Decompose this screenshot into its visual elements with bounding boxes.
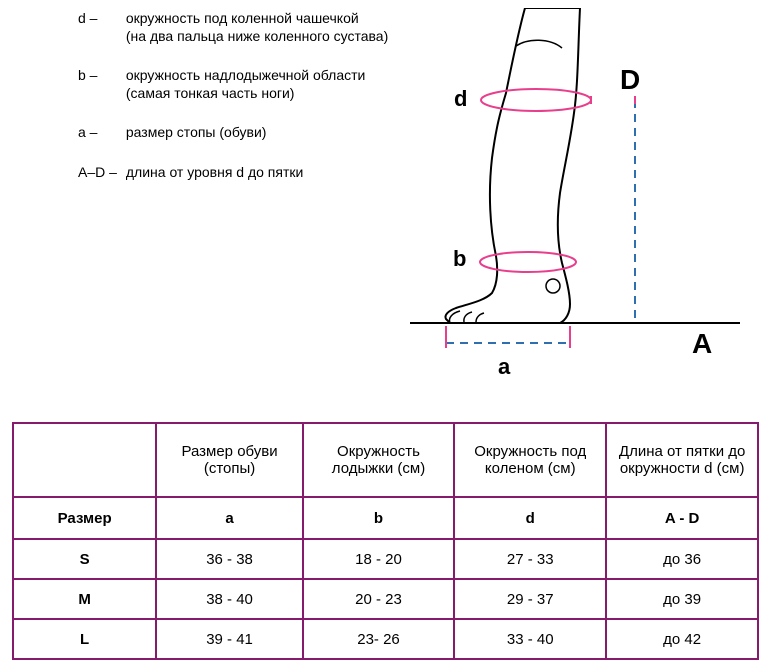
table-header-shoe: Размер обуви (стопы) (156, 423, 303, 497)
code-b: b (303, 497, 454, 539)
definition-main-text: длина от уровня d до пятки (126, 164, 303, 180)
row-S-b: 18 - 20 (303, 539, 454, 579)
table-row: L 39 - 41 23- 26 33 - 40 до 42 (13, 619, 758, 659)
row-S-d: 27 - 33 (454, 539, 606, 579)
code-d: d (454, 497, 606, 539)
row-L-a: 39 - 41 (156, 619, 303, 659)
diagram-label-D: D (620, 64, 640, 96)
code-AD: A - D (606, 497, 758, 539)
definition-label: b – (78, 67, 122, 85)
table-header-ankle: Окружность лодыжки (см) (303, 423, 454, 497)
table-header-length: Длина от пятки до окружности d (см) (606, 423, 758, 497)
definition-main-text: окружность под коленной чашечкой (126, 10, 359, 26)
diagram-label-d: d (454, 86, 467, 112)
table-row: S 36 - 38 18 - 20 27 - 33 до 36 (13, 539, 758, 579)
row-M-AD: до 39 (606, 579, 758, 619)
definition-main-text: окружность надлодыжечной области (126, 67, 365, 83)
definition-label: a – (78, 124, 122, 142)
leg-outline (445, 8, 580, 323)
row-size-L: L (13, 619, 156, 659)
table-row: M 38 - 40 20 - 23 29 - 37 до 39 (13, 579, 758, 619)
row-S-a: 36 - 38 (156, 539, 303, 579)
row-S-AD: до 36 (606, 539, 758, 579)
diagram-label-A: A (692, 328, 712, 360)
diagram-label-a: a (498, 354, 510, 380)
code-a: a (156, 497, 303, 539)
page-root: d – окружность под коленной чашечкой (на… (0, 0, 771, 666)
row-M-b: 20 - 23 (303, 579, 454, 619)
ankle-bone (546, 279, 560, 293)
row-L-AD: до 42 (606, 619, 758, 659)
size-table: Размер обуви (стопы) Окружность лодыжки … (12, 422, 759, 660)
definition-text: окружность надлодыжечной области (самая … (126, 67, 416, 102)
definition-sub-text: (на два пальца ниже коленного сустава) (126, 28, 416, 46)
diagram-label-b: b (453, 246, 466, 272)
row-M-a: 38 - 40 (156, 579, 303, 619)
row-M-d: 29 - 37 (454, 579, 606, 619)
definition-label: d – (78, 10, 122, 28)
definition-a: a – размер стопы (обуви) (78, 124, 418, 142)
definition-text: размер стопы (обуви) (126, 124, 416, 142)
definition-text: длина от уровня d до пятки (126, 164, 416, 182)
row-size-M: M (13, 579, 156, 619)
table-header-row: Размер обуви (стопы) Окружность лодыжки … (13, 423, 758, 497)
definition-AD: A–D – длина от уровня d до пятки (78, 164, 418, 182)
definition-text: окружность под коленной чашечкой (на два… (126, 10, 416, 45)
code-row-label: Размер (13, 497, 156, 539)
row-L-d: 33 - 40 (454, 619, 606, 659)
definition-b: b – окружность надлодыжечной области (са… (78, 67, 418, 102)
table-header-knee: Окружность под коленом (см) (454, 423, 606, 497)
row-L-b: 23- 26 (303, 619, 454, 659)
definition-main-text: размер стопы (обуви) (126, 124, 267, 140)
table-code-row: Размер a b d A - D (13, 497, 758, 539)
definition-sub-text: (самая тонкая часть ноги) (126, 85, 416, 103)
row-size-S: S (13, 539, 156, 579)
definition-label: A–D – (78, 164, 122, 182)
definitions-block: d – окружность под коленной чашечкой (на… (78, 10, 418, 203)
table-header-empty (13, 423, 156, 497)
definition-d: d – окружность под коленной чашечкой (на… (78, 10, 418, 45)
leg-diagram: d D b a A (410, 8, 750, 393)
